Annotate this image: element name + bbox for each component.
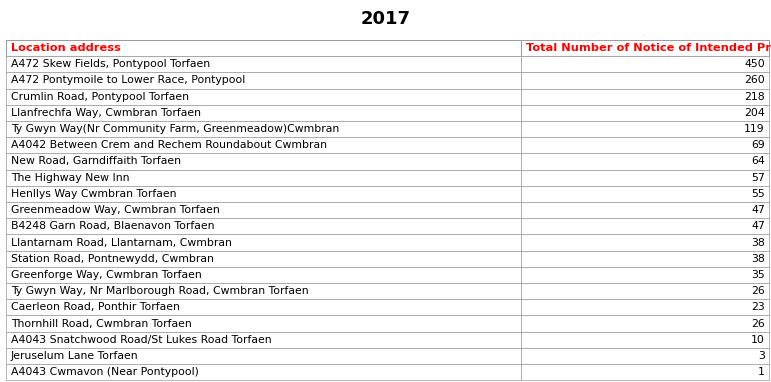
Bar — [521, 137, 769, 153]
Text: Jeruselum Lane Torfaen: Jeruselum Lane Torfaen — [11, 351, 139, 361]
Text: 47: 47 — [751, 205, 765, 215]
Bar — [6, 235, 521, 251]
Text: Greenmeadow Way, Cwmbran Torfaen: Greenmeadow Way, Cwmbran Torfaen — [11, 205, 220, 215]
Bar — [6, 153, 521, 170]
Text: 10: 10 — [751, 335, 765, 345]
Text: Henllys Way Cwmbran Torfaen: Henllys Way Cwmbran Torfaen — [11, 189, 177, 199]
Bar — [521, 56, 769, 72]
Text: A4042 Between Crem and Rechem Roundabout Cwmbran: A4042 Between Crem and Rechem Roundabout… — [11, 140, 327, 150]
Bar — [6, 56, 521, 72]
Text: 47: 47 — [751, 221, 765, 231]
Bar — [6, 348, 521, 364]
Bar — [521, 72, 769, 89]
Text: 38: 38 — [751, 238, 765, 248]
Bar — [6, 121, 521, 137]
Bar — [521, 332, 769, 348]
Bar — [521, 267, 769, 283]
Bar — [521, 251, 769, 267]
Text: Llantarnam Road, Llantarnam, Cwmbran: Llantarnam Road, Llantarnam, Cwmbran — [11, 238, 231, 248]
Text: A472 Skew Fields, Pontypool Torfaen: A472 Skew Fields, Pontypool Torfaen — [11, 59, 210, 69]
Text: Llanfrechfa Way, Cwmbran Torfaen: Llanfrechfa Way, Cwmbran Torfaen — [11, 108, 200, 118]
Bar — [521, 348, 769, 364]
Text: Crumlin Road, Pontypool Torfaen: Crumlin Road, Pontypool Torfaen — [11, 92, 189, 102]
Bar — [6, 364, 521, 380]
Text: Station Road, Pontnewydd, Cwmbran: Station Road, Pontnewydd, Cwmbran — [11, 254, 214, 264]
Bar — [521, 121, 769, 137]
Text: New Road, Garndiffaith Torfaen: New Road, Garndiffaith Torfaen — [11, 157, 180, 167]
Text: 204: 204 — [744, 108, 765, 118]
Text: 26: 26 — [751, 286, 765, 296]
Bar — [521, 316, 769, 332]
Bar — [521, 218, 769, 235]
Text: 23: 23 — [751, 302, 765, 312]
Text: A4043 Snatchwood Road/St Lukes Road Torfaen: A4043 Snatchwood Road/St Lukes Road Torf… — [11, 335, 271, 345]
Bar — [521, 40, 769, 56]
Bar — [521, 153, 769, 170]
Bar — [521, 202, 769, 218]
Bar — [6, 186, 521, 202]
Bar — [521, 105, 769, 121]
Text: Thornhill Road, Cwmbran Torfaen: Thornhill Road, Cwmbran Torfaen — [11, 319, 191, 329]
Bar — [6, 299, 521, 316]
Bar — [6, 332, 521, 348]
Text: A4043 Cwmavon (Near Pontypool): A4043 Cwmavon (Near Pontypool) — [11, 367, 199, 377]
Text: 38: 38 — [751, 254, 765, 264]
Text: 3: 3 — [758, 351, 765, 361]
Text: 2017: 2017 — [361, 10, 410, 28]
Bar — [6, 40, 521, 56]
Bar — [6, 251, 521, 267]
Bar — [521, 170, 769, 186]
Bar — [6, 316, 521, 332]
Text: The Highway New Inn: The Highway New Inn — [11, 173, 130, 183]
Bar — [521, 283, 769, 299]
Bar — [6, 170, 521, 186]
Text: Ty Gwyn Way, Nr Marlborough Road, Cwmbran Torfaen: Ty Gwyn Way, Nr Marlborough Road, Cwmbra… — [11, 286, 308, 296]
Bar — [6, 267, 521, 283]
Text: 69: 69 — [751, 140, 765, 150]
Bar — [521, 186, 769, 202]
Text: 260: 260 — [744, 75, 765, 86]
Text: Greenforge Way, Cwmbran Torfaen: Greenforge Way, Cwmbran Torfaen — [11, 270, 201, 280]
Bar — [6, 283, 521, 299]
Text: 450: 450 — [744, 59, 765, 69]
Bar — [521, 364, 769, 380]
Text: 64: 64 — [751, 157, 765, 167]
Bar — [521, 89, 769, 105]
Text: Caerleon Road, Ponthir Torfaen: Caerleon Road, Ponthir Torfaen — [11, 302, 180, 312]
Text: 35: 35 — [751, 270, 765, 280]
Bar — [521, 299, 769, 316]
Text: 218: 218 — [744, 92, 765, 102]
Bar — [6, 137, 521, 153]
Bar — [521, 235, 769, 251]
Text: 57: 57 — [751, 173, 765, 183]
Text: Total Number of Notice of Intended Prosecution issued: Total Number of Notice of Intended Prose… — [526, 43, 771, 53]
Text: Ty Gwyn Way(Nr Community Farm, Greenmeadow)Cwmbran: Ty Gwyn Way(Nr Community Farm, Greenmead… — [11, 124, 339, 134]
Text: 55: 55 — [751, 189, 765, 199]
Text: 119: 119 — [744, 124, 765, 134]
Text: 1: 1 — [758, 367, 765, 377]
Text: 26: 26 — [751, 319, 765, 329]
Text: A472 Pontymoile to Lower Race, Pontypool: A472 Pontymoile to Lower Race, Pontypool — [11, 75, 245, 86]
Bar — [6, 105, 521, 121]
Bar — [6, 72, 521, 89]
Text: B4248 Garn Road, Blaenavon Torfaen: B4248 Garn Road, Blaenavon Torfaen — [11, 221, 214, 231]
Text: Location address: Location address — [11, 43, 120, 53]
Bar — [6, 89, 521, 105]
Bar — [6, 218, 521, 235]
Bar — [6, 202, 521, 218]
